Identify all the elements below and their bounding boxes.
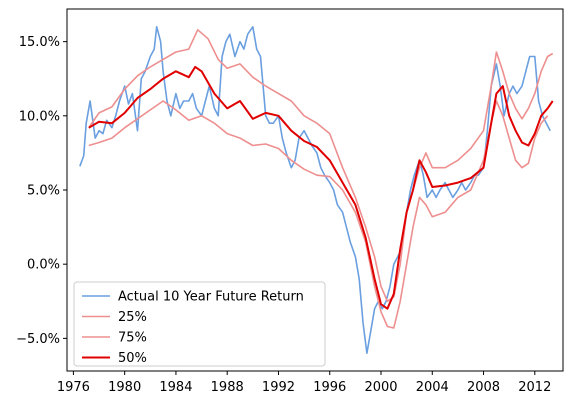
- legend-box: [73, 281, 326, 367]
- legend-label: Actual 10 Year Future Return: [118, 290, 304, 305]
- y-tick-label: 5.0%: [27, 184, 60, 199]
- y-tick-label: 10.0%: [19, 109, 60, 124]
- x-tick-label: 1984: [159, 380, 192, 395]
- series-line-50: [88, 65, 554, 310]
- x-tick-label: 1976: [57, 380, 90, 395]
- x-tick-label: 1988: [211, 380, 244, 395]
- legend-label: 50%: [118, 351, 147, 366]
- series-line-75: [88, 28, 554, 303]
- y-axis: −5.0% 0.0% 5.0% 10.0% 15.0%: [16, 35, 67, 347]
- x-tick-label: 1992: [262, 380, 295, 395]
- x-tick-label: 2000: [364, 380, 397, 395]
- y-tick-label: −5.0%: [16, 332, 60, 347]
- series-line-actual-10-year-future-return: [79, 25, 551, 355]
- series-line-25: [88, 100, 549, 329]
- y-tick-label: 15.0%: [19, 35, 60, 50]
- legend: Actual 10 Year Future Return 25% 75% 50%: [73, 281, 326, 367]
- y-tick-label: 0.0%: [27, 258, 60, 273]
- x-tick-label: 1980: [108, 380, 141, 395]
- x-tick-label: 2004: [416, 380, 449, 395]
- x-tick-label: 2008: [467, 380, 500, 395]
- x-tick-label: 2012: [518, 380, 551, 395]
- x-axis: 1976 1980 1984 1988 1992 1996 2000 2004 2008 2012: [57, 371, 551, 395]
- legend-label: 25%: [118, 310, 147, 325]
- series-layer: [79, 25, 554, 355]
- legend-label: 75%: [118, 331, 147, 346]
- x-tick-label: 1996: [313, 380, 346, 395]
